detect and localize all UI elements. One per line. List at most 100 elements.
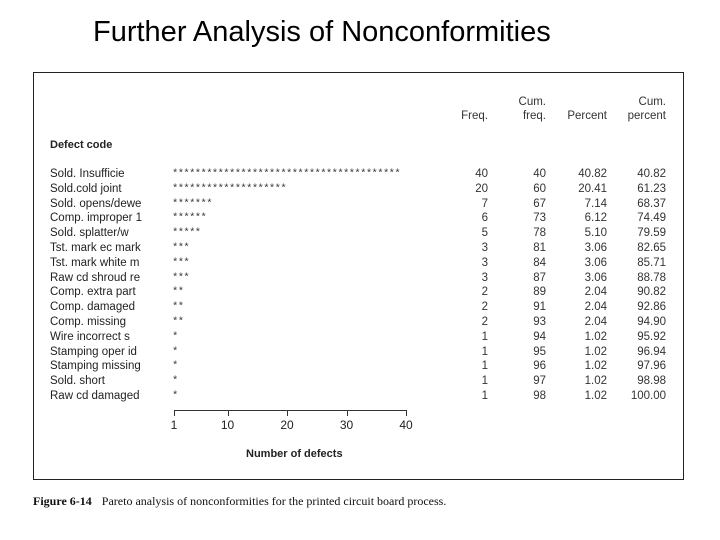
defect-bar-stars: ** bbox=[172, 286, 184, 299]
figure-caption-label: Figure 6-14 bbox=[33, 494, 92, 508]
defect-bar-stars: * bbox=[172, 375, 178, 388]
cum-percent-cell: 96.94 bbox=[637, 345, 666, 358]
freq-cell: 40 bbox=[475, 168, 488, 180]
defect-name: Sold. splatter/w bbox=[50, 227, 129, 240]
defect-bar-stars: * bbox=[172, 345, 178, 358]
defect-bar-stars: *** bbox=[172, 271, 190, 284]
cum-percent-cell: 79.59 bbox=[637, 227, 666, 240]
cum-percent-cell: 97.96 bbox=[637, 360, 666, 373]
figure-frame bbox=[33, 72, 684, 480]
freq-cell: 1 bbox=[481, 390, 488, 402]
defect-bar-stars: ******************** bbox=[172, 182, 287, 195]
figure-caption: Figure 6-14 Pareto analysis of nonconform… bbox=[33, 494, 446, 509]
cum-freq-cell: 87 bbox=[533, 271, 546, 284]
freq-cell: 2 bbox=[481, 301, 488, 314]
defect-bar-stars: * bbox=[172, 360, 178, 373]
defect-name: Sold. Insufficie bbox=[50, 168, 125, 180]
percent-cell: 7.14 bbox=[584, 197, 607, 210]
defect-name: Raw cd damaged bbox=[50, 390, 140, 402]
cum-freq-cell: 81 bbox=[533, 242, 546, 254]
defect-bar-stars: * bbox=[172, 390, 178, 402]
defect-name: Sold. opens/dewe bbox=[50, 197, 142, 210]
cum-freq-cell: 67 bbox=[533, 197, 546, 210]
percent-cell: 3.06 bbox=[584, 271, 607, 284]
cum-freq-cell: 73 bbox=[533, 212, 546, 225]
cum-freq-cell: 94 bbox=[533, 330, 546, 343]
cum-percent-cell: 92.86 bbox=[637, 301, 666, 314]
cum-freq-cell: 40 bbox=[533, 168, 546, 180]
cum-freq-cell: 96 bbox=[533, 360, 546, 373]
percent-cell: 2.04 bbox=[584, 286, 607, 299]
x-axis-tick bbox=[346, 410, 348, 416]
header-freq: Freq. bbox=[461, 110, 488, 122]
defect-name: Sold.cold joint bbox=[50, 182, 122, 195]
header-cum-percent-line1: Cum. bbox=[638, 96, 666, 108]
cum-percent-cell: 74.49 bbox=[637, 212, 666, 225]
percent-cell: 1.02 bbox=[584, 360, 607, 373]
header-cum-percent-line2: percent bbox=[627, 110, 666, 122]
x-axis-tick bbox=[406, 410, 407, 416]
cum-percent-cell: 61.23 bbox=[637, 182, 666, 195]
freq-cell: 3 bbox=[481, 242, 488, 254]
defect-bar-stars: ** bbox=[172, 316, 184, 328]
defect-bar-stars: ** bbox=[172, 301, 184, 314]
cum-percent-cell: 68.37 bbox=[637, 197, 666, 210]
cum-freq-cell: 60 bbox=[533, 182, 546, 195]
defect-bar-stars: **************************************** bbox=[172, 168, 401, 180]
x-axis-line bbox=[174, 410, 406, 411]
header-cum-freq-line1: Cum. bbox=[518, 96, 546, 108]
cum-percent-cell: 98.98 bbox=[637, 375, 666, 388]
freq-cell: 1 bbox=[481, 345, 488, 358]
cum-freq-cell: 84 bbox=[533, 256, 546, 269]
freq-cell: 1 bbox=[481, 375, 488, 388]
percent-cell: 2.04 bbox=[584, 301, 607, 314]
defect-name: Comp. extra part bbox=[50, 286, 136, 299]
defect-bar-stars: * bbox=[172, 330, 178, 343]
percent-cell: 3.06 bbox=[584, 242, 607, 254]
x-axis-tick-label: 1 bbox=[170, 418, 178, 432]
cum-percent-cell: 90.82 bbox=[637, 286, 666, 299]
defect-name: Stamping oper id bbox=[50, 345, 137, 358]
freq-cell: 2 bbox=[481, 316, 488, 328]
x-axis-tick-label: 30 bbox=[339, 418, 354, 432]
freq-cell: 6 bbox=[481, 212, 488, 225]
defect-name: Sold. short bbox=[50, 375, 105, 388]
defect-name: Comp. damaged bbox=[50, 301, 136, 314]
cum-freq-cell: 95 bbox=[533, 345, 546, 358]
x-axis-label: Number of defects bbox=[246, 448, 343, 460]
cum-percent-cell: 82.65 bbox=[637, 242, 666, 254]
cum-freq-cell: 89 bbox=[533, 286, 546, 299]
cum-percent-cell: 85.71 bbox=[637, 256, 666, 269]
freq-cell: 1 bbox=[481, 330, 488, 343]
freq-cell: 5 bbox=[481, 227, 488, 240]
defect-name: Tst. mark ec mark bbox=[50, 242, 141, 254]
x-axis-tick-label: 40 bbox=[399, 418, 413, 432]
header-percent: Percent bbox=[567, 110, 607, 122]
cum-freq-cell: 78 bbox=[533, 227, 546, 240]
slide-title: Further Analysis of Nonconformities bbox=[93, 16, 551, 48]
figure-caption-text: Pareto analysis of nonconformities for t… bbox=[101, 494, 447, 508]
defect-bar-stars: ****** bbox=[172, 212, 207, 225]
defect-name: Comp. improper 1 bbox=[50, 212, 143, 225]
freq-cell: 7 bbox=[481, 197, 488, 210]
percent-cell: 1.02 bbox=[584, 375, 607, 388]
defect-name: Raw cd shroud re bbox=[50, 271, 141, 284]
defect-code-label: Defect code bbox=[50, 139, 113, 151]
cum-percent-cell: 94.90 bbox=[637, 316, 666, 328]
cum-freq-cell: 91 bbox=[533, 301, 546, 314]
x-axis-tick-label: 20 bbox=[280, 418, 294, 432]
freq-cell: 3 bbox=[481, 256, 488, 269]
defect-bar-stars: ***** bbox=[172, 227, 201, 240]
defect-bar-stars: *** bbox=[172, 256, 190, 269]
percent-cell: 40.82 bbox=[578, 168, 607, 180]
percent-cell: 3.06 bbox=[584, 256, 607, 269]
percent-cell: 1.02 bbox=[584, 330, 607, 343]
x-axis-tick-label: 10 bbox=[220, 418, 235, 432]
cum-percent-cell: 88.78 bbox=[637, 271, 666, 284]
cum-percent-cell: 95.92 bbox=[637, 330, 666, 343]
x-axis-tick bbox=[174, 410, 175, 416]
percent-cell: 2.04 bbox=[584, 316, 607, 328]
percent-cell: 1.02 bbox=[584, 390, 607, 402]
defect-bar-stars: ******* bbox=[172, 197, 213, 210]
header-cum-freq-line2: freq. bbox=[522, 110, 546, 122]
